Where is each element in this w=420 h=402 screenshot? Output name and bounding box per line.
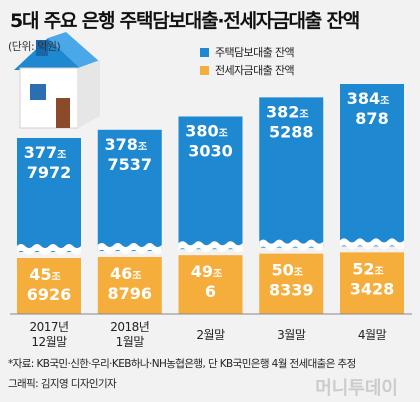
bar-jeonse-2 bbox=[178, 255, 243, 314]
chart-title: 5대 주요 은행 주택담보대출·전세자금대출 잔액 bbox=[10, 10, 360, 32]
legend-item-mortgage: 주택담보대출 잔액 bbox=[200, 44, 295, 60]
bar-mortgage-3 bbox=[259, 97, 324, 248]
legend-swatch-mortgage bbox=[200, 47, 209, 57]
jeonse-label-unit-2: 조 bbox=[213, 268, 222, 280]
bar-jeonse-0 bbox=[17, 258, 81, 314]
legend-label-jeonse: 전세자금대출 잔액 bbox=[215, 64, 295, 77]
mortgage-label-unit-2: 조 bbox=[219, 127, 228, 139]
jeonse-label-unit-3: 조 bbox=[294, 267, 303, 279]
watermark: 머니투데이 bbox=[315, 378, 398, 399]
jeonse-label-unit-4: 조 bbox=[375, 265, 384, 277]
credit-note: 그래픽: 김지영 디자인기자 bbox=[8, 378, 117, 390]
category-label-0-1: 12월말 bbox=[31, 335, 67, 349]
bar-mortgage-2 bbox=[178, 116, 243, 250]
mortgage-label-main-0: 377조 bbox=[24, 143, 67, 162]
mortgage-label-main-4: 384조 bbox=[347, 89, 390, 108]
source-note: *자료: KB국민·신한·우리·KEB하나·NH농협은행, 단 KB국민은행 4… bbox=[8, 358, 356, 370]
mortgage-label-sub-1: 7537 bbox=[107, 155, 152, 174]
axis-break-2 bbox=[178, 241, 243, 253]
mortgage-label-sub-0: 7972 bbox=[27, 163, 72, 182]
bar-jeonse-3 bbox=[259, 253, 324, 314]
category-label-1-1: 1월말 bbox=[116, 335, 145, 349]
bar-mortgage-4 bbox=[340, 84, 404, 247]
mortgage-label-main-1: 378조 bbox=[104, 135, 147, 154]
mortgage-label-sub-3: 5288 bbox=[269, 122, 314, 141]
bars-layer bbox=[10, 84, 412, 315]
bar-mortgage-0 bbox=[17, 138, 81, 252]
bar-jeonse-4 bbox=[340, 252, 404, 314]
bar-mortgage-1 bbox=[97, 129, 162, 251]
mortgage-label-main-3: 382조 bbox=[266, 102, 309, 121]
legend-label-mortgage: 주택담보대출 잔액 bbox=[215, 46, 295, 59]
jeonse-label-unit-1: 조 bbox=[132, 270, 141, 282]
mortgage-label-unit-0: 조 bbox=[57, 149, 66, 161]
mortgage-label-sub-4: 878 bbox=[355, 109, 388, 128]
mortgage-label-unit-4: 조 bbox=[380, 95, 389, 107]
labels-layer: 377조797245조6926378조753746조8796380조303049… bbox=[24, 89, 395, 304]
axis-break-1 bbox=[97, 242, 162, 254]
jeonse-label-unit-0: 조 bbox=[52, 271, 61, 283]
house-illustration bbox=[14, 32, 100, 129]
jeonse-label-sub-2: 6 bbox=[205, 282, 216, 301]
mortgage-label-unit-3: 조 bbox=[299, 108, 308, 120]
unit-note: (단위: 억원) bbox=[8, 40, 61, 53]
legend-item-jeonse: 전세자금대출 잔액 bbox=[200, 62, 295, 78]
mortgage-label-unit-1: 조 bbox=[138, 141, 147, 153]
jeonse-label-sub-1: 8796 bbox=[107, 284, 152, 303]
axis-break-4 bbox=[340, 238, 404, 250]
category-label-3-0: 3월말 bbox=[277, 328, 306, 342]
category-label-1-0: 2018년 bbox=[110, 320, 149, 334]
mortgage-label-sub-2: 3030 bbox=[188, 141, 233, 160]
legend-swatch-jeonse bbox=[200, 65, 209, 75]
jeonse-label-sub-3: 8339 bbox=[269, 281, 314, 300]
mortgage-label-main-2: 380조 bbox=[185, 121, 228, 140]
category-label-0-0: 2017년 bbox=[29, 320, 68, 334]
axis-break-0 bbox=[17, 244, 81, 255]
axis-break-3 bbox=[259, 239, 324, 251]
category-label-4-0: 4월말 bbox=[358, 328, 387, 342]
jeonse-label-sub-0: 6926 bbox=[27, 285, 72, 304]
bar-jeonse-1 bbox=[97, 256, 162, 314]
jeonse-label-sub-4: 3428 bbox=[350, 279, 395, 298]
category-label-2-0: 2월말 bbox=[196, 328, 225, 342]
